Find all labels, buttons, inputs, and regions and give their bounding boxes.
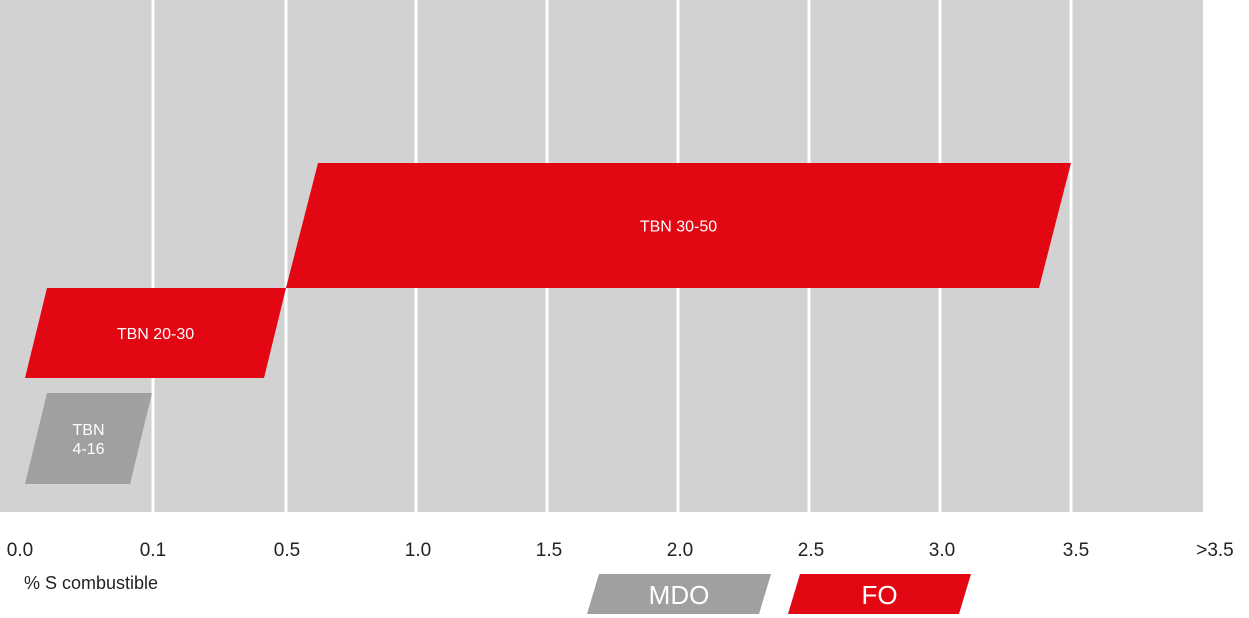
legend: MDO FO [587, 574, 971, 614]
x-tick-label: 3.5 [1063, 540, 1089, 561]
x-axis-ticks: 0.0 0.1 0.5 1.0 1.5 2.0 2.5 3.0 3.5 >3.5 [7, 540, 1234, 561]
bar-label: TBN 20-30 [117, 326, 194, 343]
x-tick-label: 0.5 [274, 540, 300, 561]
bar-tbn-30-50 [286, 163, 1071, 288]
x-tick-label: 1.5 [536, 540, 562, 561]
legend-swatch-fo [788, 574, 971, 614]
bar-label: TBN [73, 422, 105, 439]
x-axis-label: % S combustible [24, 573, 158, 593]
legend-label: MDO [649, 580, 710, 610]
bar-tbn-20-30 [25, 288, 286, 378]
x-tick-label: 0.0 [7, 540, 33, 561]
bar-label: 4-16 [72, 441, 104, 458]
bar-label: TBN 30-50 [640, 219, 717, 236]
x-tick-label: 2.5 [798, 540, 824, 561]
bar-tbn-4-16 [25, 393, 152, 484]
legend-label: FO [861, 580, 897, 610]
x-tick-label: 2.0 [667, 540, 693, 561]
legend-swatch-mdo [587, 574, 771, 614]
x-tick-label: 0.1 [140, 540, 166, 561]
x-tick-label: >3.5 [1196, 540, 1234, 561]
x-tick-label: 3.0 [929, 540, 955, 561]
bars: TBN 4-16 TBN 20-30 TBN 30-50 [25, 163, 1071, 484]
x-tick-label: 1.0 [405, 540, 431, 561]
